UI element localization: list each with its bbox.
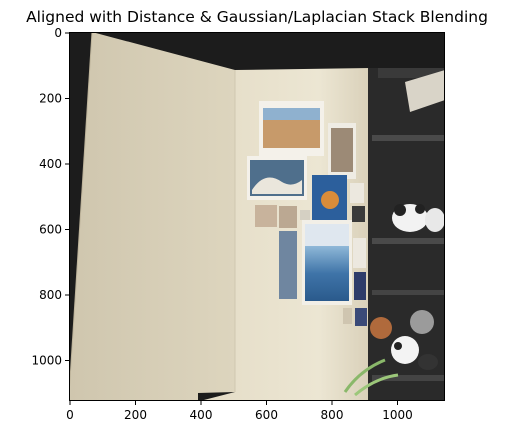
x-tick-label: 200 xyxy=(124,408,147,422)
x-tick-label: 1000 xyxy=(382,408,413,422)
x-tick-label: 0 xyxy=(66,408,74,422)
y-tick-label: 800 xyxy=(39,288,62,302)
y-tick-label: 0 xyxy=(54,26,62,40)
y-tick-label: 600 xyxy=(39,223,62,237)
plot-frame xyxy=(69,32,445,401)
x-tick-label: 800 xyxy=(321,408,344,422)
figure-title: Aligned with Distance & Gaussian/Laplaci… xyxy=(26,8,488,26)
y-tick-label: 400 xyxy=(39,157,62,171)
y-tick-label: 1000 xyxy=(31,354,62,368)
x-tick-label: 400 xyxy=(190,408,213,422)
y-axis: 0 200 400 600 800 1000 xyxy=(31,26,69,368)
wall-pictures xyxy=(247,101,367,326)
x-axis: 0 200 400 600 800 1000 xyxy=(66,401,413,422)
photo xyxy=(69,32,445,401)
y-tick-label: 200 xyxy=(39,92,62,106)
x-tick-label: 600 xyxy=(255,408,278,422)
